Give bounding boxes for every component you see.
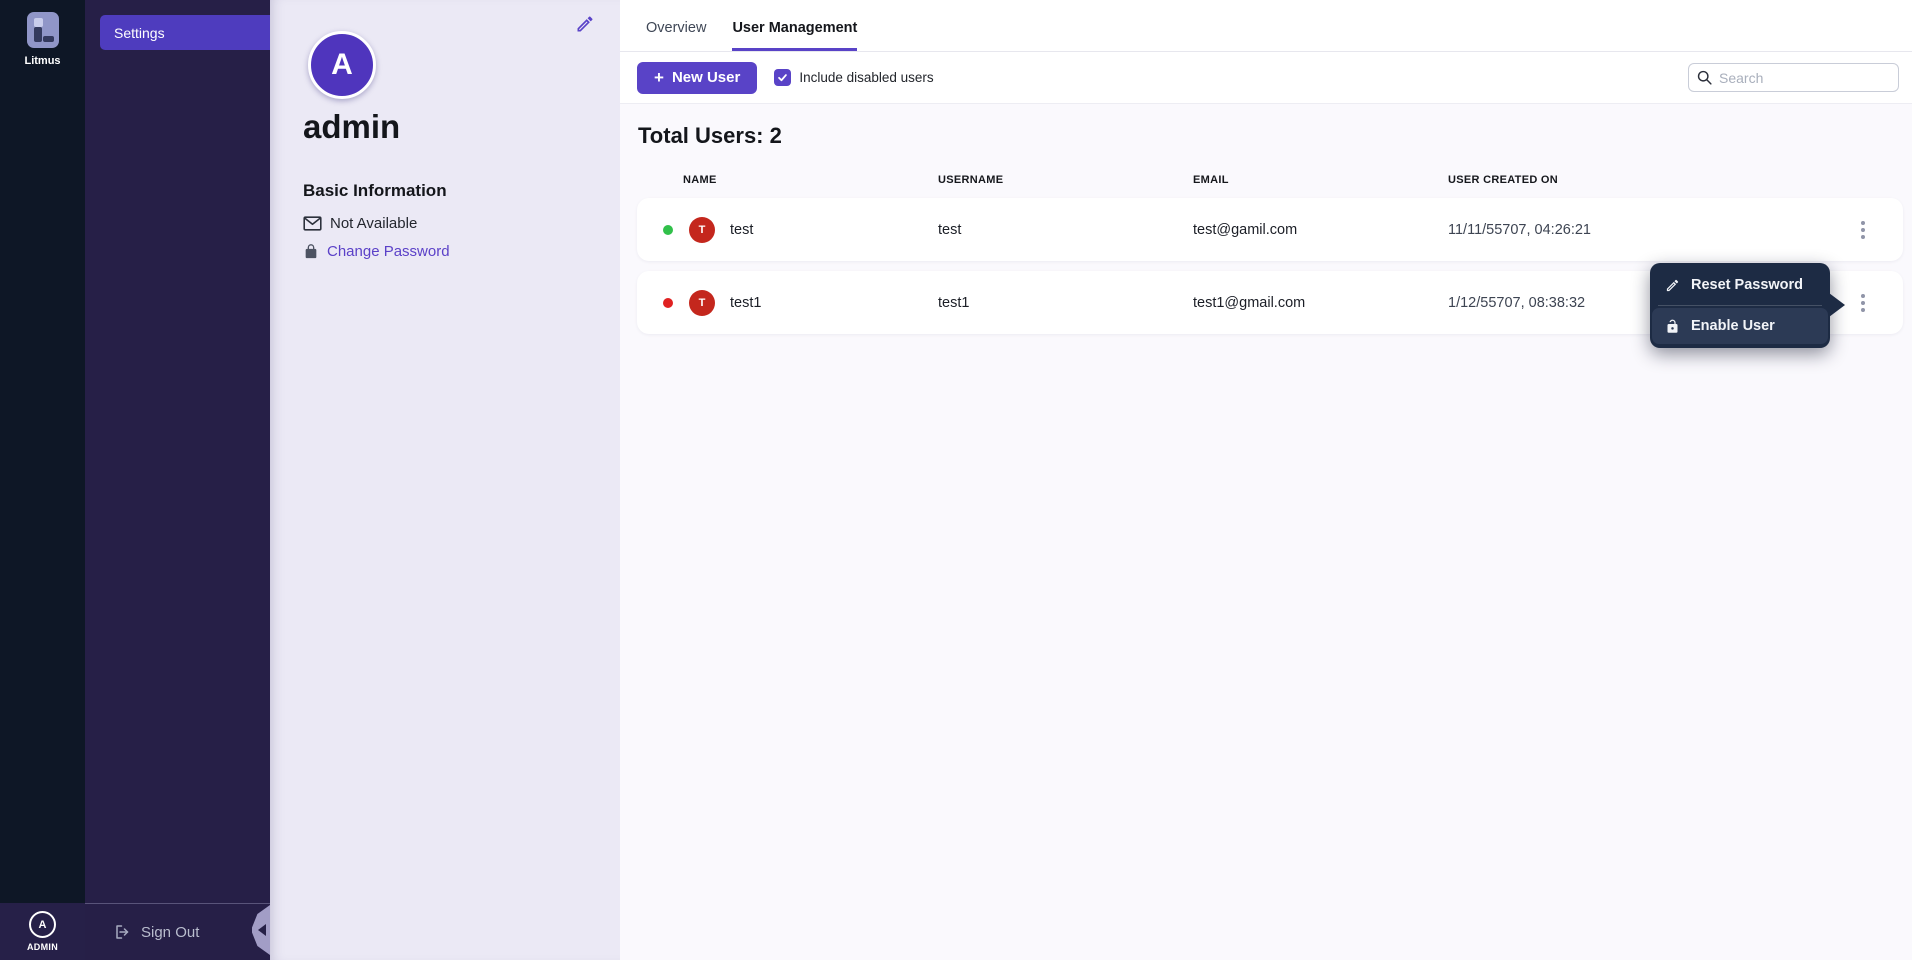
user-toolbar: + New User Include disabled users [620,52,1912,104]
new-user-button[interactable]: + New User [637,61,758,94]
row-actions-menu-button[interactable] [1855,215,1871,245]
admin-label: ADMIN [27,942,58,952]
sidebar-item-label: Settings [114,24,165,41]
profile-panel: A admin Basic Information Not Available … [270,0,620,960]
pencil-icon [1666,279,1679,291]
include-disabled-checkbox-row[interactable]: Include disabled users [774,69,934,86]
column-header-created: USER CREATED ON [1448,174,1559,186]
email-status: Not Available [330,215,418,232]
user-name: test1 [730,294,762,311]
include-disabled-label: Include disabled users [799,70,934,85]
lock-icon [305,244,317,259]
include-disabled-checkbox[interactable] [774,69,792,86]
admin-avatar[interactable]: A [29,911,56,938]
enable-user-label: Enable User [1691,318,1775,334]
sign-out-label: Sign Out [141,923,200,941]
litmus-logo-icon[interactable] [26,12,59,48]
sign-out-button[interactable]: Sign Out [114,923,199,941]
sidebar-item-settings[interactable]: Settings [100,15,270,50]
profile-name: admin [303,108,401,145]
table-row[interactable]: T test test test@gamil.com 11/11/55707, … [637,198,1903,261]
new-user-label: New User [671,69,741,86]
reset-password-menu-item[interactable]: Reset Password [1652,267,1828,303]
table-header-row: NAME USERNAME EMAIL USER CREATED ON [637,169,1903,191]
email-icon [303,216,322,231]
tab-overview[interactable]: Overview [646,20,707,36]
column-header-name: NAME [683,174,717,186]
logo-label: Litmus [24,55,61,67]
status-dot [663,224,673,235]
tab-bar: Overview User Management [620,0,1912,52]
tab-user-management[interactable]: User Management [732,20,858,51]
user-email: test@gamil.com [1193,221,1298,238]
column-header-username: USERNAME [938,174,1004,186]
total-users-heading: Total Users: 2 [638,123,782,148]
main-area: Overview User Management + New User Incl… [620,0,1912,960]
column-header-email: EMAIL [1193,174,1229,186]
user-avatar: T [689,216,715,243]
search-input[interactable] [1688,63,1899,92]
basic-information-heading: Basic Information [303,181,447,200]
profile-avatar: A [308,31,376,99]
user-name: test [730,221,754,238]
user-created-on: 11/11/55707, 04:26:21 [1448,221,1591,238]
user-email: test1@gmail.com [1193,294,1306,311]
reset-password-label: Reset Password [1691,277,1804,293]
collapse-arrow-icon [258,924,266,936]
change-password-link[interactable]: Change Password [327,243,450,260]
user-avatar: T [689,289,715,316]
edit-profile-icon[interactable] [575,14,595,34]
checkmark-icon [778,74,788,82]
sidebar-collapse-handle[interactable] [252,905,270,955]
user-username: test1 [938,294,970,311]
menu-divider [1658,305,1822,306]
plus-icon: + [654,67,664,87]
unlock-icon [1667,319,1678,333]
enable-user-menu-item[interactable]: Enable User [1652,308,1828,344]
icon-rail: Litmus A ADMIN [0,0,85,960]
row-actions-context-menu: Reset Password Enable User [1650,263,1845,348]
rail-admin-section[interactable]: A ADMIN [0,903,85,960]
user-username: test [938,221,962,238]
user-created-on: 1/12/55707, 08:38:32 [1448,294,1586,311]
search-icon [1697,70,1712,85]
nav-sidebar: Settings Sign Out [85,0,270,960]
row-actions-menu-button[interactable] [1855,288,1871,318]
status-dot [663,297,673,308]
sign-out-icon [116,925,129,939]
